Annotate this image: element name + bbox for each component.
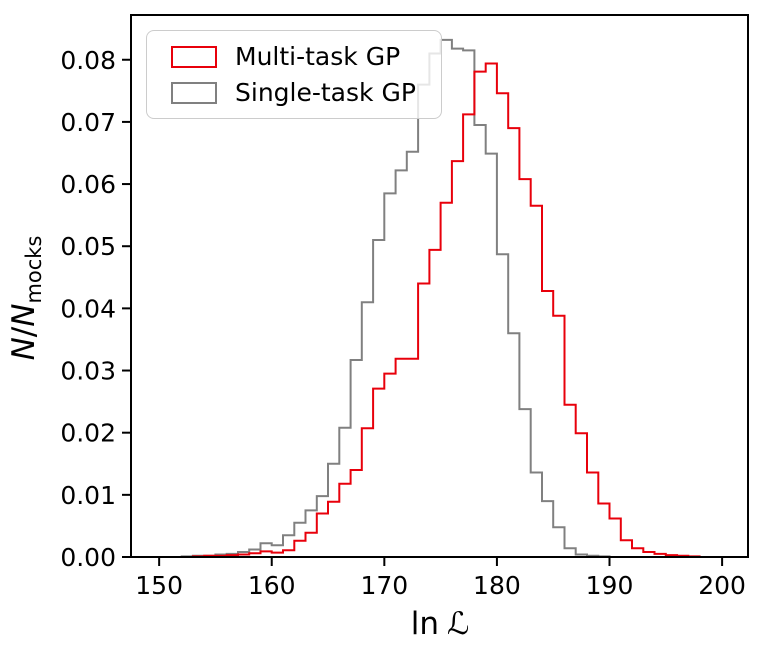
y-tick-label: 0.08	[60, 46, 116, 75]
x-axis-label: ln ℒ	[411, 606, 470, 642]
x-tick-label: 190	[586, 571, 634, 600]
x-tick-label: 160	[248, 571, 296, 600]
x-tick-label: 150	[135, 571, 183, 600]
legend-label-multi-task-gp: Multi-task GP	[235, 42, 401, 71]
legend-item-multi-task-gp: Multi-task GP	[171, 44, 431, 69]
y-tick-label: 0.07	[60, 108, 116, 137]
legend-swatch-multi-task-gp	[171, 45, 217, 68]
y-tick-label: 0.01	[60, 481, 116, 510]
series-line-single-task-gp	[180, 38, 611, 558]
legend: Multi-task GP Single-task GP	[146, 30, 442, 119]
legend-label-single-task-gp: Single-task GP	[235, 78, 416, 107]
y-tick-label: 0.03	[60, 357, 116, 386]
x-axis-ticks: 150 160 170 180 190 200	[135, 557, 746, 600]
series-group	[180, 38, 701, 558]
x-tick-label: 200	[698, 571, 746, 600]
axes-spines	[130, 14, 749, 558]
x-tick-label: 170	[360, 571, 408, 600]
y-axis-ticks: 0.00 0.01 0.02 0.03 0.04 0.05 0.06 0.07 0.08	[60, 46, 131, 572]
y-tick-label: 0.04	[60, 294, 116, 323]
y-tick-label: 0.00	[60, 543, 116, 572]
series-line-multi-task-gp	[191, 62, 701, 558]
legend-item-single-task-gp: Single-task GP	[171, 80, 431, 105]
x-tick-label: 180	[473, 571, 521, 600]
y-axis-label: N/Nmocks	[6, 236, 46, 361]
y-tick-label: 0.05	[60, 232, 116, 261]
y-tick-label: 0.06	[60, 170, 116, 199]
y-tick-label: 0.02	[60, 419, 116, 448]
legend-swatch-single-task-gp	[171, 81, 217, 104]
